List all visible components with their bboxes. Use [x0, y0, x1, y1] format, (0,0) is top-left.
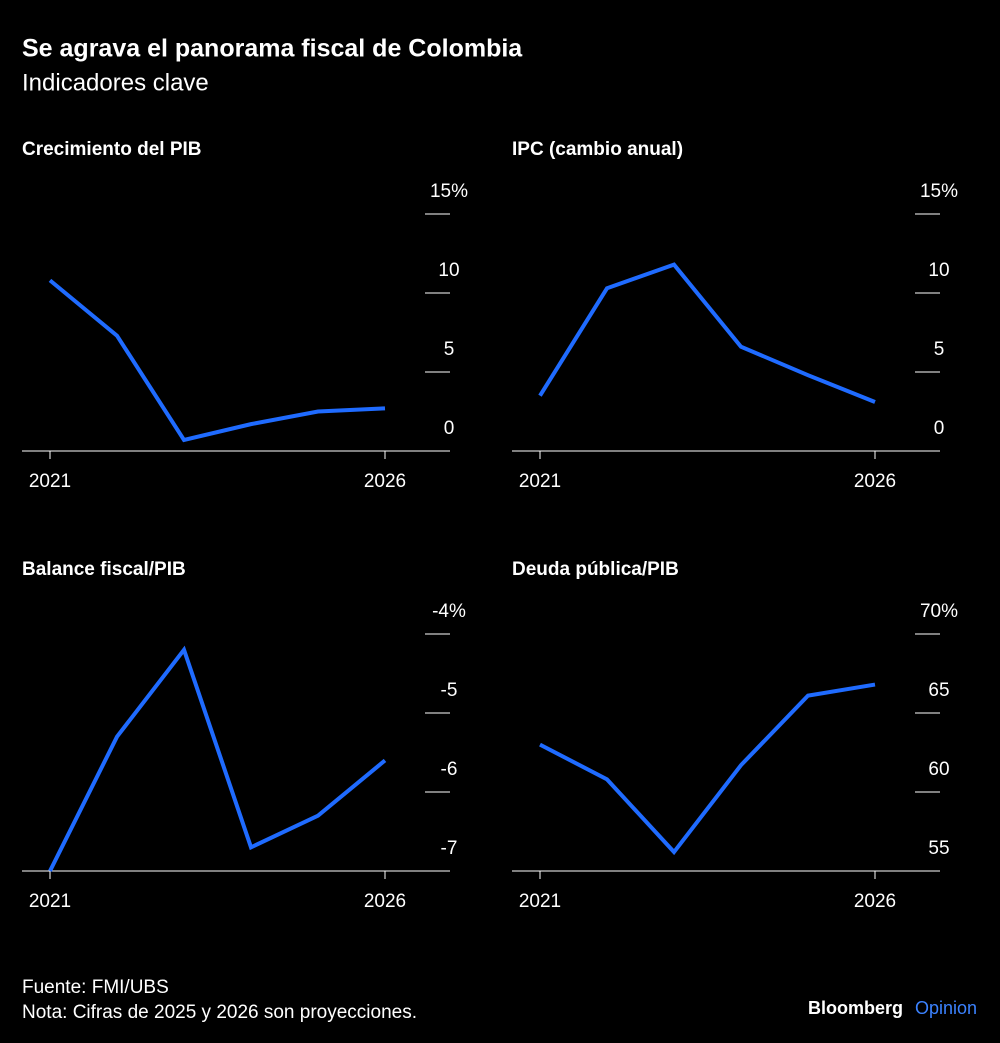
x-tick-label: 2026	[854, 471, 896, 492]
x-tick-label: 2026	[364, 471, 406, 492]
y-tick-label: -4%	[432, 601, 466, 622]
x-tick-label: 2026	[364, 891, 406, 912]
x-tick-label: 2021	[29, 471, 71, 492]
x-tick-label: 2021	[519, 891, 561, 912]
brand: Bloomberg	[808, 998, 903, 1018]
y-tick-label: 70%	[920, 601, 958, 622]
data-line	[48, 645, 387, 872]
panel-title: IPC (cambio anual)	[512, 139, 683, 160]
x-tick-label: 2026	[854, 891, 896, 912]
panel-title: Balance fiscal/PIB	[22, 559, 186, 580]
y-tick-label: 65	[928, 680, 949, 701]
y-tick-label: 10	[438, 260, 459, 281]
data-line	[538, 262, 876, 404]
brand-suffix: Opinion	[915, 998, 977, 1018]
y-tick-label: 55	[928, 838, 949, 859]
x-tick-label: 2021	[519, 471, 561, 492]
y-tick-label: -7	[441, 838, 458, 859]
x-tick-label: 2021	[29, 891, 71, 912]
panel-title: Deuda pública/PIB	[512, 559, 679, 580]
source: Fuente: FMI/UBS	[22, 977, 169, 998]
y-tick-label: -6	[441, 759, 458, 780]
y-tick-label: 60	[928, 759, 949, 780]
y-tick-label: 0	[444, 418, 455, 439]
note: Nota: Cifras de 2025 y 2026 son proyecci…	[22, 1002, 417, 1023]
y-tick-label: -5	[441, 680, 458, 701]
y-tick-label: 5	[444, 339, 455, 360]
data-line	[539, 682, 876, 856]
title: Se agrava el panorama fiscal de Colombia	[22, 35, 523, 63]
y-tick-label: 15%	[920, 181, 958, 202]
data-line	[48, 278, 386, 443]
y-tick-label: 15%	[430, 181, 468, 202]
y-tick-label: 0	[934, 418, 945, 439]
panel-title: Crecimiento del PIB	[22, 139, 202, 160]
y-tick-label: 5	[934, 339, 945, 360]
subtitle: Indicadores clave	[22, 69, 209, 96]
y-tick-label: 10	[928, 260, 949, 281]
